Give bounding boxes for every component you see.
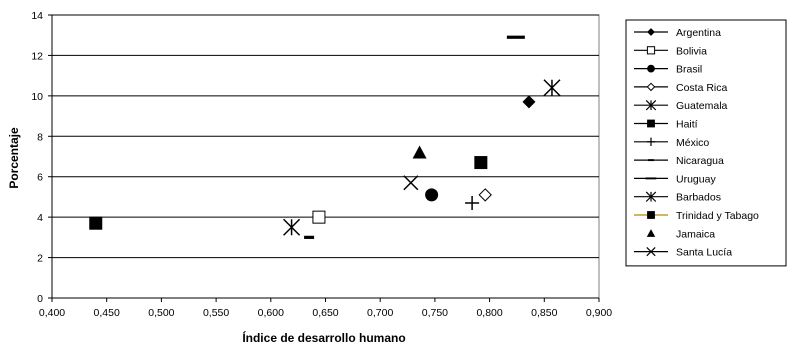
data-point — [506, 35, 525, 39]
legend-entry: Jamaica — [646, 228, 715, 240]
legend-marker — [647, 64, 655, 73]
y-tick-label: 12 — [31, 50, 43, 62]
y-tick-label: 14 — [31, 10, 43, 22]
legend-label: Uruguay — [676, 173, 716, 185]
x-tick-label: 0,600 — [258, 307, 284, 319]
legend-label: Haití — [676, 119, 698, 131]
x-tick-label: 0,550 — [203, 307, 229, 319]
legend-label: Argentina — [676, 27, 721, 39]
legend-marker — [646, 246, 656, 257]
plot-frame — [51, 14, 600, 299]
legend-label: Santa Lucía — [676, 247, 732, 259]
y-axis-title: Porcentaje — [7, 127, 21, 189]
legend-label: Bolivia — [676, 45, 707, 57]
legend-marker — [646, 229, 656, 237]
x-tick-label: 0,700 — [367, 307, 393, 319]
x-tick-label: 0,750 — [422, 307, 448, 319]
legend-marker — [645, 191, 657, 202]
legend-marker — [645, 99, 657, 111]
data-point — [543, 79, 561, 97]
legend-entry: Santa Lucía — [634, 247, 732, 259]
legend-marker — [645, 177, 657, 180]
y-tick-label: 0 — [37, 293, 43, 305]
data-point — [465, 195, 480, 210]
legend-label: Nicaragua — [676, 155, 724, 167]
legend-label: México — [676, 137, 709, 149]
data-point — [425, 188, 439, 202]
legend-entry: Nicaragua — [634, 155, 724, 167]
legend-marker — [647, 119, 655, 128]
legend-entry: Haití — [634, 119, 698, 131]
legend-marker — [647, 211, 655, 219]
legend-label: Barbados — [676, 192, 721, 204]
legend-entry: Guatemala — [634, 99, 728, 112]
x-tick-label: 0,650 — [312, 307, 338, 319]
y-tick-label: 6 — [37, 172, 43, 184]
legend-label: Costa Rica — [676, 82, 728, 94]
data-point — [89, 216, 103, 230]
y-tick-label: 10 — [31, 91, 43, 103]
data-point — [522, 95, 536, 109]
legend-label: Jamaica — [676, 228, 715, 240]
legend-entry: Bolivia — [634, 45, 707, 57]
legend-marker — [646, 137, 656, 146]
legend-entry: Costa Rica — [634, 82, 728, 94]
data-point — [304, 235, 315, 239]
x-tick-label: 0,800 — [476, 307, 502, 319]
legend-label: Brasil — [676, 64, 702, 76]
legend-marker — [646, 82, 656, 92]
legend-entry: Argentina — [634, 27, 721, 39]
x-tick-label: 0,400 — [39, 307, 65, 319]
x-tick-label: 0,850 — [531, 307, 557, 319]
data-point — [403, 175, 419, 191]
gridlines — [52, 14, 599, 259]
legend-entry: Barbados — [634, 191, 721, 204]
y-tick-label: 4 — [37, 212, 43, 224]
legend-box — [625, 19, 787, 267]
legend-entry: Uruguay — [634, 173, 716, 185]
x-tick-label: 0,450 — [94, 307, 120, 319]
data-points — [89, 35, 561, 239]
plot-area — [51, 14, 600, 299]
y-tick-label: 8 — [37, 131, 43, 143]
legend: Argentina Bolivia Brasil Costa Rica Guatemal… — [625, 19, 787, 267]
data-point — [474, 156, 488, 170]
x-tick-label: 0,500 — [148, 307, 174, 319]
y-axis-ticks: 0 2 4 6 8 10 12 14 — [31, 10, 52, 305]
data-point — [412, 145, 427, 159]
x-axis-ticks: 0,400 0,450 0,500 0,550 0,600 0,650 0,700 0,750… — [39, 298, 612, 319]
legend-marker — [646, 46, 656, 55]
legend-entry: Brasil — [634, 64, 702, 76]
x-axis-title: Índice de desarrollo humano — [242, 330, 405, 345]
legend-label: Guatemala — [676, 100, 728, 112]
legend-marker — [648, 159, 654, 162]
data-point — [283, 218, 301, 236]
data-point — [478, 188, 492, 202]
data-point — [312, 210, 326, 224]
legend-marker — [647, 28, 655, 36]
x-tick-label: 0,900 — [586, 307, 612, 319]
legend-entry: México — [634, 137, 709, 149]
legend-entry: Trinidad y Tabago — [634, 210, 759, 222]
y-tick-label: 2 — [37, 253, 43, 265]
legend-label: Trinidad y Tabago — [676, 210, 759, 222]
